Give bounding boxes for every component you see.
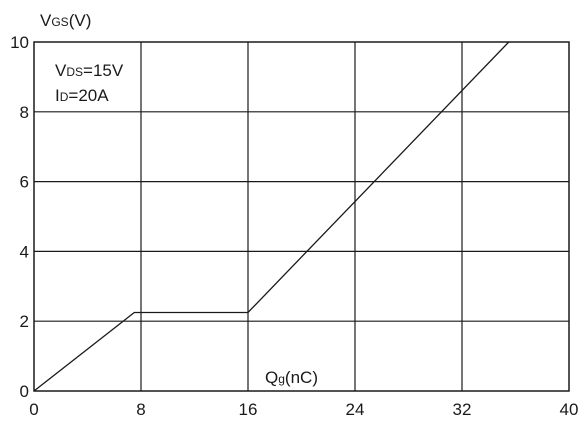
series-group [33, 41, 510, 392]
x-tick-label-0: 0 [29, 400, 38, 419]
x-axis-label-background [262, 364, 336, 389]
y-tick-label-3: 6 [20, 173, 29, 192]
series-line-0 [33, 41, 510, 392]
annotation-background [52, 54, 138, 108]
x-tick-label-3: 24 [346, 400, 365, 419]
x-axis-label: Qg(nC) [265, 368, 318, 387]
y-tick-labels: 0 2 4 6 8 10 [10, 33, 29, 401]
annotation-vds: VDS=15V [55, 61, 124, 80]
y-axis-label: VGS(V) [40, 11, 91, 30]
y-tick-label-2: 4 [20, 242, 29, 261]
annotation-id: ID=20A [55, 86, 109, 105]
y-tick-label-0: 0 [20, 382, 29, 401]
x-tick-label-4: 32 [453, 400, 472, 419]
x-tick-label-5: 40 [560, 400, 579, 419]
y-tick-label-5: 10 [10, 33, 29, 52]
x-tick-labels: 0 8 16 24 32 40 [29, 400, 578, 419]
x-tick-label-2: 16 [239, 400, 258, 419]
plot-frame [33, 41, 570, 392]
y-tick-label-4: 8 [20, 103, 29, 122]
x-tick-label-1: 8 [136, 400, 145, 419]
y-tick-label-1: 2 [20, 312, 29, 331]
